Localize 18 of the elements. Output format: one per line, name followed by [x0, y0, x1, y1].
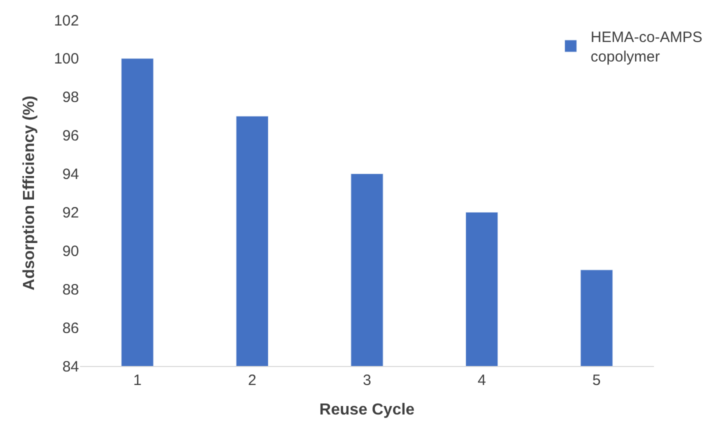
- y-tick-label: 98: [62, 89, 79, 106]
- x-tick-label: 1: [133, 372, 142, 389]
- y-tick-label: 94: [62, 166, 79, 184]
- x-axis-title: Reuse Cycle: [319, 402, 415, 419]
- x-tick-label: 2: [248, 372, 256, 389]
- x-tick-label: 3: [362, 372, 372, 389]
- y-tick-label: 102: [54, 12, 79, 30]
- y-tick-label: 84: [62, 358, 79, 376]
- x-tick-label: 5: [592, 372, 601, 389]
- x-tick-label: 4: [478, 372, 486, 389]
- legend-label: HEMA-co-AMPS copolymer: [590, 29, 702, 66]
- y-axis-title: Adsorption Efficiency (%): [20, 96, 38, 290]
- y-tick-label: 92: [62, 204, 79, 222]
- y-tick-label: 96: [62, 128, 79, 145]
- y-tick-label: 88: [62, 281, 79, 298]
- y-tick-label: 100: [54, 50, 79, 68]
- y-tick-label: 90: [62, 242, 79, 260]
- y-tick-label: 86: [62, 320, 79, 337]
